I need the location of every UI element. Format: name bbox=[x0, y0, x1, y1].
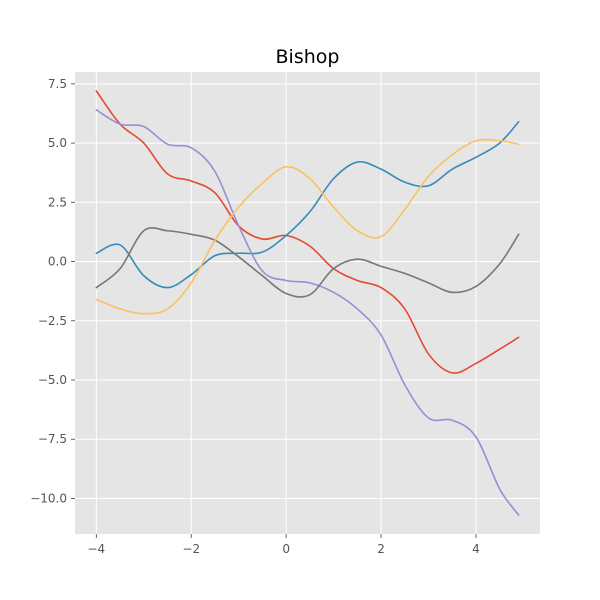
grid bbox=[75, 72, 540, 534]
y-tick-label: −2.5 bbox=[38, 314, 67, 328]
plot-area bbox=[75, 72, 540, 534]
x-tick-label: 4 bbox=[472, 542, 480, 556]
x-axis-ticks: −4 −2 0 2 4 bbox=[88, 534, 480, 556]
y-tick-label: −7.5 bbox=[38, 432, 67, 446]
chart-title: Bishop bbox=[276, 46, 340, 68]
y-tick-label: 2.5 bbox=[48, 195, 67, 209]
y-tick-label: 0.0 bbox=[48, 255, 67, 269]
series-lines bbox=[95, 90, 520, 516]
x-tick-label: 0 bbox=[282, 542, 290, 556]
series-line-3 bbox=[95, 109, 520, 516]
y-axis-ticks: 7.5 5.0 2.5 0.0 −2.5 −5.0 −7.5 −10.0 bbox=[30, 77, 75, 505]
series-line-4 bbox=[95, 227, 520, 298]
x-tick-label: 2 bbox=[377, 542, 385, 556]
y-tick-label: 7.5 bbox=[48, 77, 67, 91]
y-tick-label: −5.0 bbox=[38, 373, 67, 387]
y-tick-label: 5.0 bbox=[48, 136, 67, 150]
series-line-1 bbox=[95, 90, 520, 374]
series-line-5 bbox=[95, 138, 520, 315]
x-tick-label: −2 bbox=[182, 542, 200, 556]
series-line-2 bbox=[95, 120, 520, 289]
y-tick-label: −10.0 bbox=[30, 491, 67, 505]
x-tick-label: −4 bbox=[88, 542, 106, 556]
